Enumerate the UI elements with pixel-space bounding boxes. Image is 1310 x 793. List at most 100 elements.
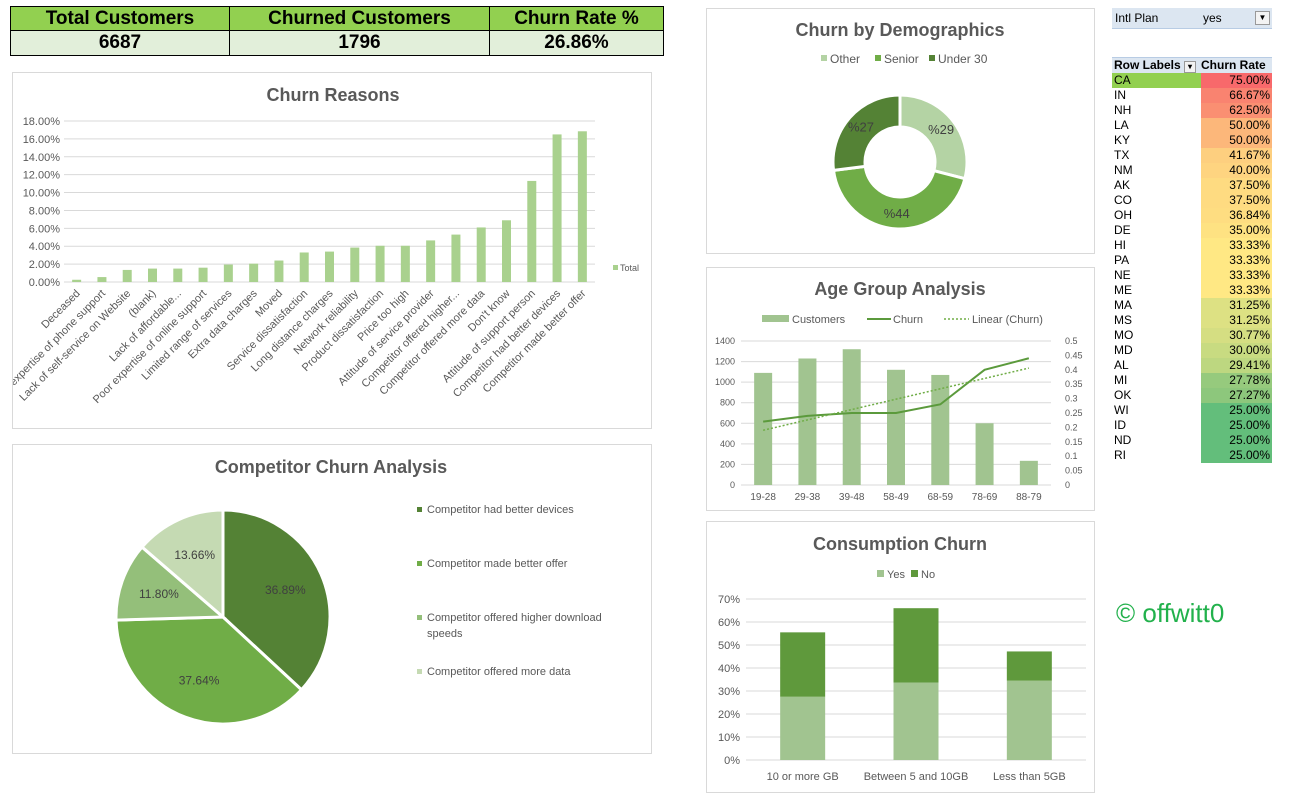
state-cell[interactable]: ND bbox=[1114, 433, 1132, 447]
pivot-row[interactable]: ID 25.00% bbox=[1112, 418, 1272, 433]
y-tick-label: 400 bbox=[720, 439, 735, 449]
pivot-row[interactable]: MD 30.00% bbox=[1112, 343, 1272, 358]
pivot-row[interactable]: MS 31.25% bbox=[1112, 313, 1272, 328]
state-cell[interactable]: NM bbox=[1114, 163, 1133, 177]
pie-slice bbox=[139, 508, 225, 621]
state-cell[interactable]: DE bbox=[1114, 223, 1131, 237]
filter-dropdown-icon[interactable]: ▼ bbox=[1255, 11, 1270, 25]
y2-tick-label: 0.5 bbox=[1065, 336, 1078, 346]
churn-rate-cell: 30.77% bbox=[1201, 328, 1272, 343]
state-cell[interactable]: NE bbox=[1114, 268, 1131, 282]
filter-value[interactable]: yes bbox=[1203, 11, 1222, 25]
state-cell[interactable]: MA bbox=[1114, 298, 1132, 312]
state-cell[interactable]: NH bbox=[1114, 103, 1132, 117]
state-cell[interactable]: MO bbox=[1114, 328, 1134, 342]
bar bbox=[223, 264, 233, 282]
pivot-row[interactable]: HI 33.33% bbox=[1112, 238, 1272, 253]
pivot-row[interactable]: ND 25.00% bbox=[1112, 433, 1272, 448]
pivot-row[interactable]: NM 40.00% bbox=[1112, 163, 1272, 178]
pivot-row[interactable]: AL 29.41% bbox=[1112, 358, 1272, 373]
pivot-row[interactable]: NH 62.50% bbox=[1112, 103, 1272, 118]
legend-label: Competitor had better devices bbox=[427, 504, 574, 516]
pivot-filter: Intl Plan yes ▼ bbox=[1112, 8, 1272, 29]
churn-rate-cell: 27.78% bbox=[1201, 373, 1272, 388]
churn-reasons-chart: Churn Reasons 0.00% 2.00% 4.00% 6.00% 8.00% 10… bbox=[12, 72, 652, 429]
state-cell[interactable]: PA bbox=[1114, 253, 1130, 267]
state-cell[interactable]: CA bbox=[1112, 73, 1201, 88]
y-tick-label: 1400 bbox=[715, 336, 735, 346]
pivot-row[interactable]: TX 41.67% bbox=[1112, 148, 1272, 163]
legend-label: No bbox=[921, 569, 935, 581]
churn-rate-cell: 37.50% bbox=[1201, 193, 1272, 208]
pivot-row[interactable]: ME 33.33% bbox=[1112, 283, 1272, 298]
bar bbox=[249, 263, 259, 282]
state-cell[interactable]: CO bbox=[1114, 193, 1132, 207]
pivot-row[interactable]: CO 37.50% bbox=[1112, 193, 1272, 208]
churn-rate-cell: 25.00% bbox=[1201, 448, 1272, 463]
x-tick-label: 29-38 bbox=[795, 492, 821, 503]
pivot-row[interactable]: LA 50.00% bbox=[1112, 118, 1272, 133]
state-cell[interactable]: AK bbox=[1114, 178, 1131, 192]
churn-rate-cell: 30.00% bbox=[1201, 343, 1272, 358]
pivot-row[interactable]: MI 27.78% bbox=[1112, 373, 1272, 388]
pivot-row[interactable]: NE 33.33% bbox=[1112, 268, 1272, 283]
y-tick-label: 60% bbox=[718, 617, 740, 629]
pivot-row[interactable]: KY 50.00% bbox=[1112, 133, 1272, 148]
state-cell[interactable]: RI bbox=[1114, 448, 1126, 462]
legend-swatch bbox=[875, 55, 881, 61]
state-cell[interactable]: AL bbox=[1114, 358, 1129, 372]
state-cell[interactable]: MI bbox=[1114, 373, 1128, 387]
legend-swatch bbox=[911, 570, 918, 577]
x-tick-label: 58-49 bbox=[883, 492, 909, 503]
state-cell[interactable]: OH bbox=[1114, 208, 1132, 222]
bar bbox=[375, 245, 385, 282]
state-cell[interactable]: ME bbox=[1114, 283, 1132, 297]
state-cell[interactable]: IN bbox=[1114, 88, 1126, 102]
pivot-row[interactable]: OK 27.27% bbox=[1112, 388, 1272, 403]
churn-rate-cell: 33.33% bbox=[1201, 268, 1272, 283]
legend-swatch bbox=[417, 615, 422, 620]
row-labels-filter-icon[interactable]: ▾ bbox=[1184, 61, 1197, 73]
y-tick-label: 20% bbox=[718, 709, 740, 721]
pivot-row[interactable]: CA 75.00% bbox=[1112, 73, 1272, 88]
legend-label: Competitor made better offer bbox=[427, 558, 568, 570]
state-cell[interactable]: WI bbox=[1114, 403, 1129, 417]
bar bbox=[72, 279, 82, 282]
pivot-row[interactable]: RI 25.00% bbox=[1112, 448, 1272, 463]
state-cell[interactable]: ID bbox=[1114, 418, 1126, 432]
pivot-row[interactable]: OH 36.84% bbox=[1112, 208, 1272, 223]
filter-label: Intl Plan bbox=[1115, 11, 1159, 25]
y2-tick-label: 0.35 bbox=[1065, 379, 1083, 389]
legend-label: Yes bbox=[887, 569, 905, 581]
consumption-svg: Consumption Churn 0% 10% 20% 30% 40% 50% 60% 70%… bbox=[718, 534, 1086, 783]
state-cell[interactable]: KY bbox=[1114, 133, 1131, 147]
pivot-row[interactable]: WI 25.00% bbox=[1112, 403, 1272, 418]
legend-swatch bbox=[613, 265, 618, 270]
state-cell[interactable]: MD bbox=[1114, 343, 1133, 357]
pivot-row[interactable]: DE 35.00% bbox=[1112, 223, 1272, 238]
pivot-row[interactable]: MA 31.25% bbox=[1112, 298, 1272, 313]
data-label: 37.64% bbox=[179, 674, 220, 688]
chart-title: Age Group Analysis bbox=[814, 279, 985, 299]
churn-rate-cell: 33.33% bbox=[1201, 283, 1272, 298]
age-group-chart: Age Group Analysis 0 200 400 600 800 1000 1200 1… bbox=[706, 267, 1095, 511]
y2-tick-label: 0.45 bbox=[1065, 350, 1083, 360]
bar-no bbox=[1006, 651, 1052, 681]
state-cell[interactable]: TX bbox=[1114, 148, 1130, 162]
state-cell[interactable]: HI bbox=[1114, 238, 1126, 252]
reasons-svg: Churn Reasons 0.00% 2.00% 4.00% 6.00% 8.00% 10… bbox=[13, 85, 639, 407]
state-cell[interactable]: MS bbox=[1114, 313, 1132, 327]
kpi-value-churn-rate: 26.86% bbox=[489, 30, 664, 56]
legend-swatch bbox=[877, 570, 884, 577]
state-cell[interactable]: LA bbox=[1114, 118, 1129, 132]
pivot-row[interactable]: MO 30.77% bbox=[1112, 328, 1272, 343]
x-tick-label: 78-69 bbox=[972, 492, 998, 503]
pivot-row[interactable]: IN 66.67% bbox=[1112, 88, 1272, 103]
pivot-row[interactable]: AK 37.50% bbox=[1112, 178, 1272, 193]
bar bbox=[798, 358, 817, 485]
churn-rate-cell: 36.84% bbox=[1201, 208, 1272, 223]
state-cell[interactable]: OK bbox=[1114, 388, 1132, 402]
pivot-row[interactable]: PA 33.33% bbox=[1112, 253, 1272, 268]
legend-swatch bbox=[821, 55, 827, 61]
churn-rate-cell: 75.00% bbox=[1201, 73, 1272, 88]
